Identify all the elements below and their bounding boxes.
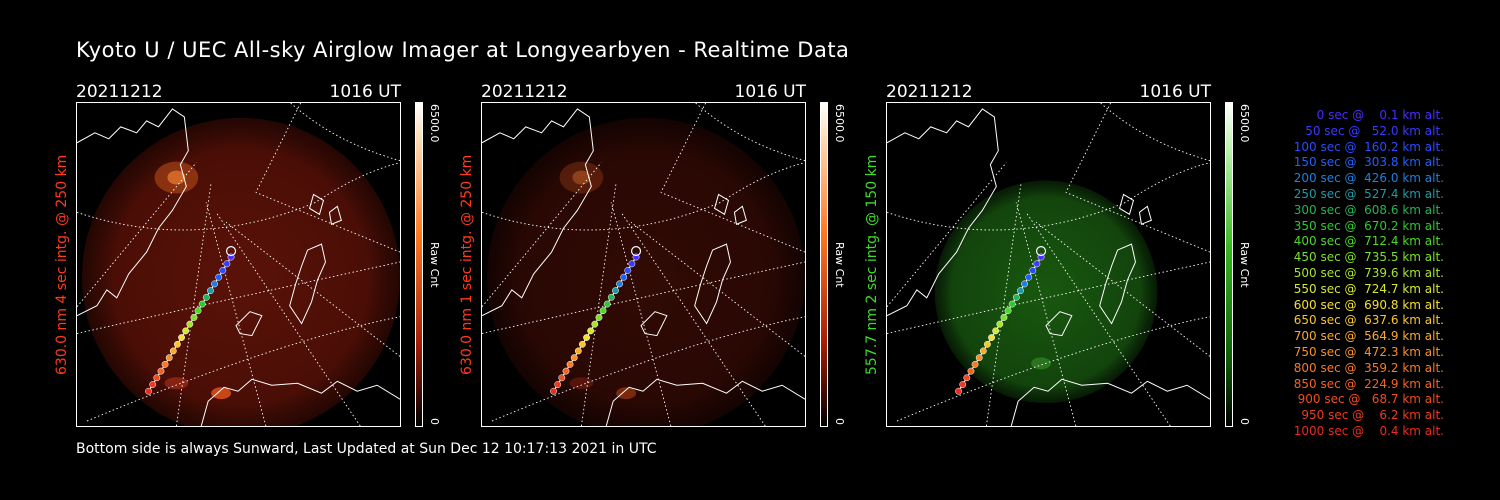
legend-row: 1000 sec @ 0.4 km alt. xyxy=(1293,423,1444,438)
colorbar-unit-label: Raw Cnt xyxy=(833,242,846,288)
airglow-panel-3: 20211212 1016 UT 557.7 nm 2 sec intg. @ … xyxy=(864,82,1286,432)
colorbar-unit-label: Raw Cnt xyxy=(1238,242,1251,288)
colorbar xyxy=(415,102,423,427)
legend-row: 100 sec @ 160.2 km alt. xyxy=(1289,139,1444,154)
page-title: Kyoto U / UEC All-sky Airglow Imager at … xyxy=(76,38,850,62)
allsky-map-svg xyxy=(887,103,1210,426)
allsky-map-svg xyxy=(77,103,400,426)
legend-row: 600 sec @ 690.8 km alt. xyxy=(1289,297,1444,312)
colorbar xyxy=(1225,102,1233,427)
legend-row: 700 sec @ 564.9 km alt. xyxy=(1289,329,1444,344)
colorbar-min-label: 0 xyxy=(1238,418,1251,425)
legend-row: 0 sec @ 0.1 km alt. xyxy=(1305,108,1444,122)
panel-date: 20211212 xyxy=(886,82,973,102)
legend-row: 650 sec @ 637.6 km alt. xyxy=(1289,313,1444,328)
wavelength-label: 630.0 nm 1 sec intg. @ 250 km xyxy=(459,154,475,375)
colorbar-min-label: 0 xyxy=(428,418,441,425)
panel-date: 20211212 xyxy=(76,82,163,102)
trajectory-legend: 0 sec @ 0.1 km alt. 50 sec @ 52.0 km alt… xyxy=(1262,108,1444,440)
legend-row: 850 sec @ 224.9 km alt. xyxy=(1289,376,1444,391)
legend-row: 50 sec @ 52.0 km alt. xyxy=(1297,123,1444,138)
panel-date: 20211212 xyxy=(481,82,568,102)
legend-row: 200 sec @ 426.0 km alt. xyxy=(1289,171,1444,186)
allsky-image xyxy=(76,102,401,427)
colorbar-unit-label: Raw Cnt xyxy=(428,242,441,288)
allsky-map-svg xyxy=(482,103,805,426)
panel-time: 1016 UT xyxy=(734,82,807,102)
colorbar-max-label: 6500.0 xyxy=(1238,104,1251,143)
allsky-image xyxy=(481,102,806,427)
legend-row: 550 sec @ 724.7 km alt. xyxy=(1289,281,1444,296)
legend-row: 750 sec @ 472.3 km alt. xyxy=(1289,344,1444,359)
legend-row: 900 sec @ 68.7 km alt. xyxy=(1293,392,1444,407)
panel-time: 1016 UT xyxy=(329,82,402,102)
legend-row: 800 sec @ 359.2 km alt. xyxy=(1289,360,1444,375)
colorbar-max-label: 6500.0 xyxy=(833,104,846,143)
wavelength-label: 630.0 nm 4 sec intg. @ 250 km xyxy=(54,154,70,375)
legend-row: 950 sec @ 6.2 km alt. xyxy=(1297,408,1444,423)
airglow-panel-1: 20211212 1016 UT 630.0 nm 4 sec intg. @ … xyxy=(54,82,476,432)
legend-row: 400 sec @ 712.4 km alt. xyxy=(1289,234,1444,249)
colorbar xyxy=(820,102,828,427)
wavelength-label: 557.7 nm 2 sec intg. @ 150 km xyxy=(864,154,880,375)
legend-row: 450 sec @ 735.5 km alt. xyxy=(1289,250,1444,265)
legend-row: 350 sec @ 670.2 km alt. xyxy=(1289,218,1444,233)
legend-row: 300 sec @ 608.6 km alt. xyxy=(1289,202,1444,217)
legend-row: 250 sec @ 527.4 km alt. xyxy=(1289,186,1444,201)
airglow-panel-2: 20211212 1016 UT 630.0 nm 1 sec intg. @ … xyxy=(459,82,881,432)
colorbar-min-label: 0 xyxy=(833,418,846,425)
allsky-image xyxy=(886,102,1211,427)
legend-row: 150 sec @ 303.8 km alt. xyxy=(1289,155,1444,170)
colorbar-max-label: 6500.0 xyxy=(428,104,441,143)
legend-row: 500 sec @ 739.6 km alt. xyxy=(1289,265,1444,280)
footer-status: Bottom side is always Sunward, Last Upda… xyxy=(76,441,657,457)
panel-time: 1016 UT xyxy=(1139,82,1212,102)
